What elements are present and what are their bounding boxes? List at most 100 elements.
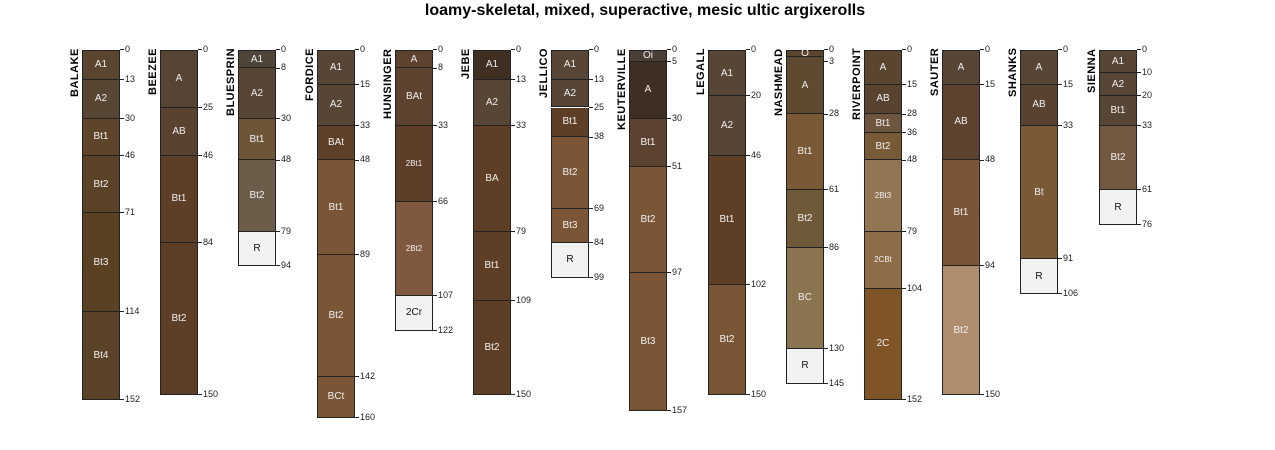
- depth-label: 28: [824, 108, 839, 119]
- depth-label: 107: [433, 290, 453, 301]
- profile-name: BLUESPRIN: [225, 47, 237, 116]
- depth-label: 89: [355, 249, 370, 260]
- depth-label: 28: [902, 108, 917, 119]
- horizon-a: A: [629, 61, 667, 119]
- depth-label: 160: [355, 412, 375, 423]
- horizon-bt1: Bt1: [786, 114, 824, 191]
- depth-label: 157: [667, 405, 687, 416]
- profile-name: LEGALL: [695, 48, 707, 95]
- horizon-bt1: Bt1: [1099, 96, 1137, 126]
- profile-name: HUNSINGER: [382, 48, 394, 119]
- depth-label: 13: [120, 74, 135, 85]
- horizon-2cbt: 2CBt: [864, 231, 902, 290]
- horizon-a1: A1: [238, 50, 276, 69]
- horizon-bt1: Bt1: [708, 155, 746, 285]
- horizon-bt1: Bt1: [160, 155, 198, 244]
- depth-label: 5: [667, 56, 677, 67]
- horizon-bt2: Bt2: [1099, 125, 1137, 191]
- depth-label: 33: [433, 120, 448, 131]
- depth-label: 0: [667, 44, 677, 55]
- depth-label: 0: [433, 44, 443, 55]
- horizon-a2: A2: [1099, 73, 1137, 96]
- horizon-r: R: [1020, 259, 1058, 294]
- horizon-bt1: Bt1: [82, 119, 120, 156]
- horizon-bt2: Bt2: [473, 300, 511, 395]
- depth-label: 84: [589, 237, 604, 248]
- horizon-a1: A1: [473, 50, 511, 80]
- depth-label: 104: [902, 283, 922, 294]
- horizon-bt1: Bt1: [942, 160, 980, 267]
- horizon-a: A: [395, 50, 433, 69]
- depth-label: 10: [1137, 67, 1152, 78]
- horizon-a2: A2: [317, 84, 355, 126]
- depth-label: 94: [276, 260, 291, 271]
- depth-label: 15: [980, 79, 995, 90]
- horizon-ba: BA: [473, 125, 511, 232]
- depth-label: 15: [355, 79, 370, 90]
- depth-label: 94: [980, 260, 995, 271]
- horizon-oi: Oi: [629, 50, 667, 62]
- horizon-bt1: Bt1: [473, 231, 511, 301]
- depth-label: 20: [1137, 90, 1152, 101]
- horizon-r: R: [1099, 190, 1137, 225]
- horizon-ab: AB: [1020, 84, 1058, 126]
- profile-name: SHANKS: [1007, 47, 1019, 97]
- horizon-bt1: Bt1: [629, 119, 667, 168]
- horizon-2bt3: 2Bt3: [864, 160, 902, 232]
- horizon-r: R: [238, 231, 276, 267]
- depth-label: 33: [1058, 120, 1073, 131]
- profile-name: NASHMEAD: [773, 48, 785, 116]
- horizon-a: A: [160, 50, 198, 108]
- horizon-ab: AB: [864, 84, 902, 115]
- horizon-bt3: Bt3: [82, 213, 120, 313]
- depth-label: 79: [511, 226, 526, 237]
- depth-label: 25: [198, 102, 213, 113]
- depth-label: 51: [667, 161, 682, 172]
- horizon-a2: A2: [551, 79, 589, 108]
- depth-label: 150: [980, 389, 1000, 400]
- depth-label: 0: [902, 44, 912, 55]
- profile-name: SIENNA: [1086, 48, 1098, 93]
- depth-label: 150: [746, 389, 766, 400]
- depth-label: 48: [902, 154, 917, 165]
- depth-label: 152: [120, 394, 140, 405]
- horizon-bc: BC: [786, 247, 824, 349]
- depth-label: 130: [824, 343, 844, 354]
- horizon-bt1: Bt1: [238, 119, 276, 161]
- horizon-a2: A2: [473, 79, 511, 126]
- depth-label: 0: [198, 44, 208, 55]
- horizon-a: A: [786, 56, 824, 115]
- profile-name: BEEZEE: [147, 47, 159, 95]
- depth-label: 0: [1058, 44, 1068, 55]
- depth-label: 30: [120, 113, 135, 124]
- horizon-a1: A1: [708, 50, 746, 96]
- depth-label: 150: [511, 389, 531, 400]
- horizon-bt2: Bt2: [238, 160, 276, 232]
- depth-label: 46: [198, 150, 213, 161]
- depth-label: 61: [824, 184, 839, 195]
- horizon-bt2: Bt2: [864, 132, 902, 161]
- profile-name: FORDICE: [304, 48, 316, 101]
- depth-label: 79: [276, 226, 291, 237]
- depth-label: 76: [1137, 219, 1152, 230]
- horizon-r: R: [551, 243, 589, 278]
- depth-label: 48: [276, 154, 291, 165]
- horizon-2cr: 2Cr: [395, 296, 433, 331]
- depth-label: 30: [276, 113, 291, 124]
- profile-name: SAUTER: [929, 47, 941, 96]
- depth-label: 48: [355, 154, 370, 165]
- depth-label: 66: [433, 196, 448, 207]
- horizon-bt2: Bt2: [551, 137, 589, 209]
- horizon-2bt1: 2Bt1: [395, 125, 433, 202]
- depth-label: 114: [120, 306, 139, 317]
- horizon-a2: A2: [82, 79, 120, 119]
- horizon-bat: BAt: [317, 125, 355, 161]
- horizon-bt2: Bt2: [786, 190, 824, 248]
- depth-label: 0: [980, 44, 990, 55]
- depth-label: 15: [1058, 79, 1073, 90]
- depth-label: 86: [824, 242, 839, 253]
- depth-label: 99: [589, 272, 604, 283]
- depth-label: 142: [355, 371, 375, 382]
- depth-label: 61: [1137, 184, 1152, 195]
- horizon-a: A: [864, 50, 902, 85]
